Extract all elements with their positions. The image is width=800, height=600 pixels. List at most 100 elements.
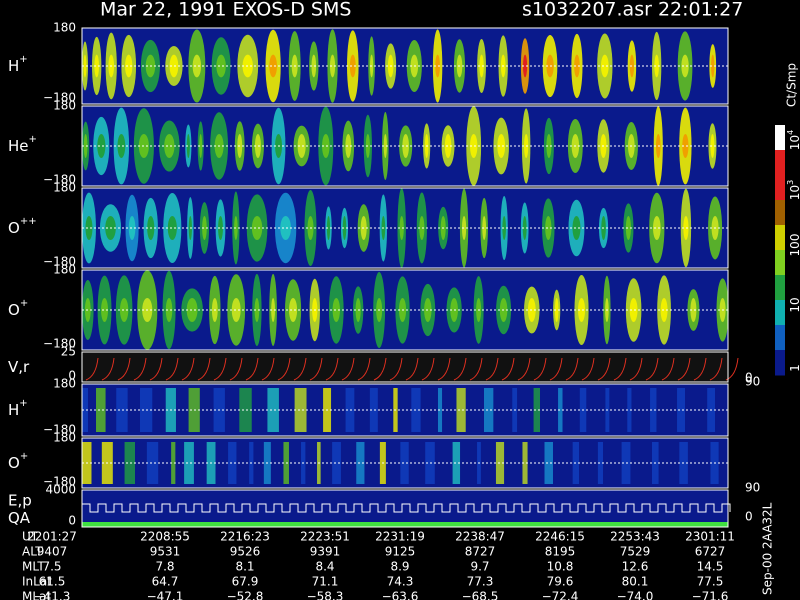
spectrogram-core (402, 134, 409, 158)
colorbar-tick-base: 10 (788, 297, 800, 312)
velocity-trace (325, 357, 339, 381)
panel-label-sup: ++ (20, 216, 37, 227)
spectrogram-core (383, 134, 387, 158)
y2-tick-label: 0 (745, 510, 753, 524)
spectrogram-strip (650, 388, 657, 432)
panel-label: O+ (8, 298, 28, 319)
table-cell: 8.4 (315, 560, 334, 574)
colorbar-unit: Ct/Smp (785, 63, 799, 107)
velocity-trace (293, 357, 307, 381)
spectrogram-strip (437, 388, 443, 432)
table-cell: 9526 (230, 545, 261, 559)
spectrogram-core (711, 54, 715, 78)
velocity-trace (277, 357, 291, 381)
velocity-trace (181, 357, 195, 381)
colorbar-segment (775, 325, 785, 351)
table-cell: 2238:47 (455, 530, 505, 544)
spectrogram-core (186, 134, 190, 158)
spectrogram-core (578, 298, 586, 322)
spectrogram-core (83, 134, 88, 158)
velocity-trace (549, 357, 563, 381)
panel-label: V,r (8, 358, 30, 376)
spectrogram-core (497, 134, 506, 158)
table-cell: 8727 (465, 545, 496, 559)
colorbar-tick-label: 10 (788, 297, 800, 312)
velocity-trace (661, 357, 675, 381)
table-cell: 64.7 (152, 575, 179, 589)
spectrogram-core (479, 54, 484, 78)
spectrogram-strip (184, 442, 194, 484)
colorbar-tick-label: 1 (788, 364, 800, 372)
spectrogram-core (653, 216, 661, 240)
spectrogram-strip (533, 388, 540, 432)
spectrogram-core (297, 134, 306, 158)
velocity-trace (245, 357, 259, 381)
velocity-trace (357, 357, 371, 381)
panel-label-base: He (8, 137, 29, 155)
panel-label-sup: + (19, 54, 27, 65)
table-cell: 7.8 (155, 560, 174, 574)
table-cell: 2246:15 (535, 530, 585, 544)
panel-label: O+ (8, 451, 28, 472)
spectrogram-core (469, 134, 478, 158)
spectrogram-strip (400, 442, 409, 484)
title: Mar 22, 1991 EXOS-D SMS (100, 0, 351, 21)
velocity-trace (629, 357, 643, 381)
table-cell: 2216:23 (220, 530, 270, 544)
y-tick-label: 4000 (45, 483, 76, 497)
spectrogram-strip (456, 388, 466, 432)
y-tick-label: 180 (53, 181, 76, 195)
spectrogram-core (625, 216, 631, 240)
velocity-trace (165, 357, 179, 381)
spectrogram-core (326, 216, 331, 240)
spectrogram-core (164, 134, 175, 158)
table-cell: −47.1 (147, 590, 184, 600)
panel-background (82, 490, 728, 527)
panel-label-sup: + (20, 298, 28, 309)
y2-tick-label: 90 (745, 481, 760, 495)
spectrogram-core (101, 298, 109, 322)
spectrogram-strip (495, 442, 505, 484)
file-label: s1032207.asr 22:01:27 (522, 0, 743, 21)
panel-label-sup: + (19, 398, 27, 409)
spectrogram-core (322, 134, 330, 158)
velocity-trace (613, 357, 627, 381)
spectrogram-core (97, 134, 106, 158)
spectrogram-core (218, 216, 223, 240)
table-cell: 2208:55 (140, 530, 190, 544)
panel-frame (81, 27, 729, 105)
y2-tick-label: 0 (745, 371, 753, 385)
spectrogram-strip (146, 442, 159, 484)
velocity-trace (421, 357, 435, 381)
spectrogram-strip (597, 442, 604, 484)
table-cell: 8.9 (390, 560, 409, 574)
table-cell: 2223:51 (300, 530, 350, 544)
spectrogram-core (216, 54, 226, 78)
spectrogram-core (311, 54, 317, 78)
spectrogram-core (94, 54, 100, 78)
spectrogram-core (128, 216, 136, 240)
y-tick-label: −180 (43, 255, 76, 269)
qa-bar (82, 522, 728, 527)
panel-label-base: O (8, 454, 20, 472)
table-cell: −68.5 (462, 590, 499, 600)
spectrogram-core (545, 216, 552, 240)
velocity-trace (213, 357, 227, 381)
spectrogram-strip (171, 442, 176, 484)
spectrogram-strip (294, 388, 307, 432)
velocity-trace (469, 357, 483, 381)
spectrogram-core (660, 298, 668, 322)
spectrogram-core (681, 54, 689, 78)
spectrogram-core (332, 298, 340, 322)
spectrogram-strip (627, 388, 632, 432)
spectrogram-strip (239, 388, 252, 432)
spectrogram-core (167, 216, 177, 240)
energy-trace (81, 503, 731, 513)
panel-frame (81, 437, 729, 489)
velocity-trace (709, 357, 723, 381)
spectrogram-core (345, 134, 352, 158)
row-label: ALT (22, 545, 43, 559)
colorbar-segment (775, 275, 785, 301)
spectrogram-core (502, 216, 506, 240)
spectrogram-core (202, 216, 207, 240)
